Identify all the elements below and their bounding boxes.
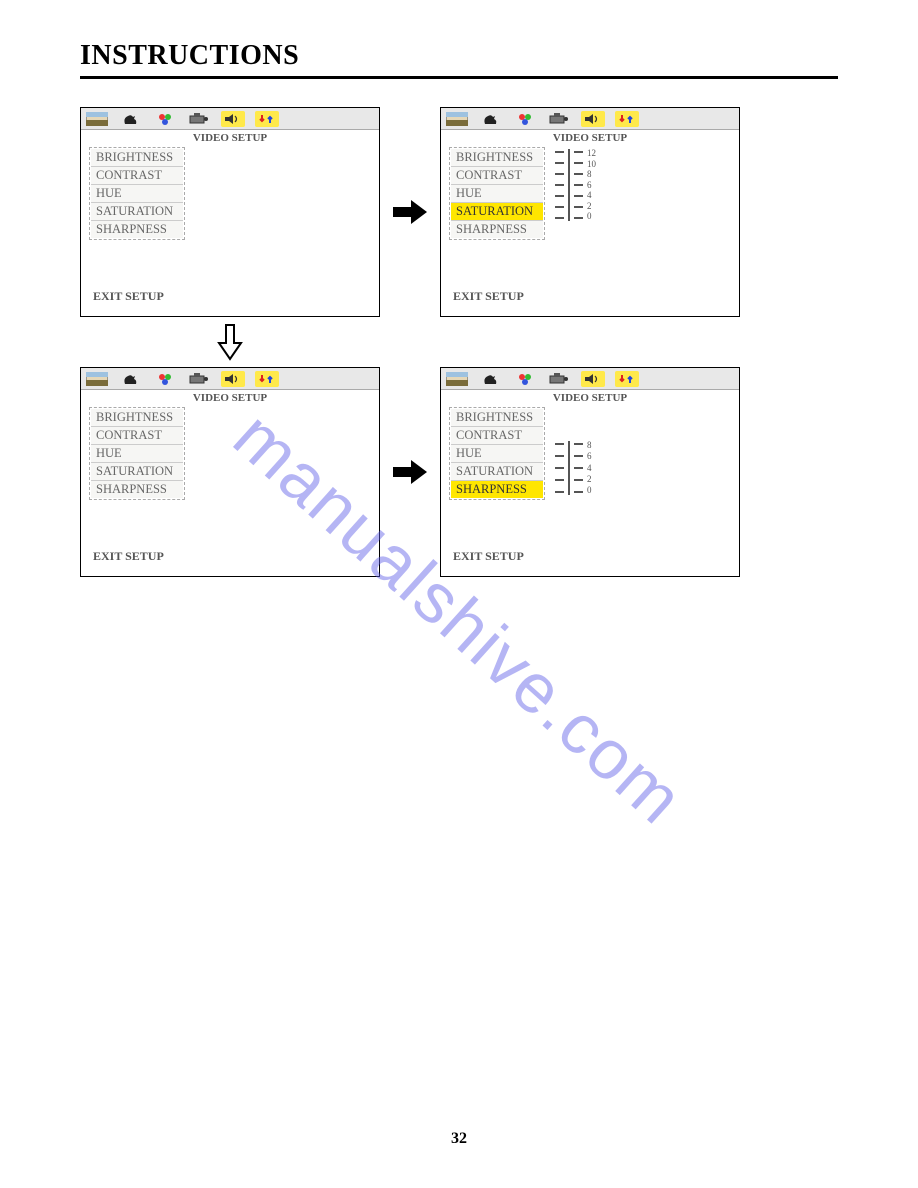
projector-icon	[547, 371, 571, 387]
speaker-icon	[221, 371, 245, 387]
menu-item-hue[interactable]: HUE	[451, 445, 543, 463]
rgb-icon	[153, 111, 177, 127]
menu-item-sharpness[interactable]: SHARPNESS	[451, 221, 543, 238]
menu-item-saturation[interactable]: SATURATION	[91, 463, 183, 481]
panel-subtitle: VIDEO SETUP	[441, 390, 739, 407]
panel-subtitle: VIDEO SETUP	[81, 130, 379, 147]
panel-top-left: VIDEO SETUP BRIGHTNESS CONTRAST HUE SATU…	[80, 107, 380, 317]
tab-row	[81, 368, 379, 390]
exit-setup-label[interactable]: EXIT SETUP	[449, 285, 731, 310]
menu-item-sharpness[interactable]: SHARPNESS	[91, 221, 183, 238]
landscape-icon	[85, 111, 109, 127]
speaker-icon	[581, 371, 605, 387]
menu-item-hue[interactable]: HUE	[451, 185, 543, 203]
scale-tick: 4	[587, 191, 596, 200]
menu-item-saturation[interactable]: SATURATION	[91, 203, 183, 221]
scale-tick: 2	[587, 475, 592, 484]
arrows-icon	[255, 111, 279, 127]
scale-tick: 4	[587, 464, 592, 473]
menu-list[interactable]: BRIGHTNESS CONTRAST HUE SATURATION SHARP…	[89, 147, 185, 240]
menu-item-contrast[interactable]: CONTRAST	[451, 427, 543, 445]
menu-item-contrast[interactable]: CONTRAST	[91, 427, 183, 445]
scale-tick: 8	[587, 170, 596, 179]
panel-bottom-left: VIDEO SETUP BRIGHTNESS CONTRAST HUE SATU…	[80, 367, 380, 577]
arrow-down-icon	[80, 321, 380, 363]
tab-row	[441, 108, 739, 130]
landscape-icon	[445, 111, 469, 127]
horse-icon	[119, 111, 143, 127]
arrows-icon	[615, 111, 639, 127]
exit-setup-label[interactable]: EXIT SETUP	[89, 285, 371, 310]
menu-item-saturation[interactable]: SATURATION	[451, 463, 543, 481]
panel-subtitle: VIDEO SETUP	[441, 130, 739, 147]
projector-icon	[187, 111, 211, 127]
menu-item-brightness[interactable]: BRIGHTNESS	[91, 149, 183, 167]
panel-top-right: VIDEO SETUP BRIGHTNESS CONTRAST HUE SATU…	[440, 107, 740, 317]
menu-item-brightness[interactable]: BRIGHTNESS	[451, 409, 543, 427]
menu-item-contrast[interactable]: CONTRAST	[91, 167, 183, 185]
rgb-icon	[153, 371, 177, 387]
projector-icon	[547, 111, 571, 127]
landscape-icon	[85, 371, 109, 387]
scale-tick: 2	[587, 202, 596, 211]
exit-setup-label[interactable]: EXIT SETUP	[89, 545, 371, 570]
horse-icon	[479, 111, 503, 127]
menu-item-brightness[interactable]: BRIGHTNESS	[451, 149, 543, 167]
menu-item-sharpness[interactable]: SHARPNESS	[91, 481, 183, 498]
page-number: 32	[0, 1130, 918, 1148]
scale-tick: 6	[587, 452, 592, 461]
scale-display: 12 10 8 6 4 2 0	[555, 149, 596, 221]
panel-bottom-right: VIDEO SETUP BRIGHTNESS CONTRAST HUE SATU…	[440, 367, 740, 577]
page-title: INSTRUCTIONS	[80, 40, 838, 79]
tab-row	[81, 108, 379, 130]
scale-display: 8 6 4 2 0	[555, 441, 592, 495]
scale-tick: 0	[587, 212, 596, 221]
arrow-right-icon	[380, 197, 440, 227]
panel-subtitle: VIDEO SETUP	[81, 390, 379, 407]
panel-grid: VIDEO SETUP BRIGHTNESS CONTRAST HUE SATU…	[80, 107, 838, 577]
tab-row	[441, 368, 739, 390]
horse-icon	[479, 371, 503, 387]
menu-list[interactable]: BRIGHTNESS CONTRAST HUE SATURATION SHARP…	[449, 147, 545, 240]
landscape-icon	[445, 371, 469, 387]
scale-tick: 12	[587, 149, 596, 158]
menu-list[interactable]: BRIGHTNESS CONTRAST HUE SATURATION SHARP…	[449, 407, 545, 500]
rgb-icon	[513, 371, 537, 387]
scale-tick: 0	[587, 486, 592, 495]
arrows-icon	[255, 371, 279, 387]
menu-item-contrast[interactable]: CONTRAST	[451, 167, 543, 185]
projector-icon	[187, 371, 211, 387]
rgb-icon	[513, 111, 537, 127]
scale-tick: 8	[587, 441, 592, 450]
speaker-icon	[221, 111, 245, 127]
menu-item-brightness[interactable]: BRIGHTNESS	[91, 409, 183, 427]
menu-item-hue[interactable]: HUE	[91, 445, 183, 463]
menu-item-saturation[interactable]: SATURATION	[451, 203, 543, 221]
arrows-icon	[615, 371, 639, 387]
menu-item-hue[interactable]: HUE	[91, 185, 183, 203]
horse-icon	[119, 371, 143, 387]
arrow-right-icon	[380, 457, 440, 487]
speaker-icon	[581, 111, 605, 127]
scale-tick: 10	[587, 160, 596, 169]
exit-setup-label[interactable]: EXIT SETUP	[449, 545, 731, 570]
scale-tick: 6	[587, 181, 596, 190]
menu-list[interactable]: BRIGHTNESS CONTRAST HUE SATURATION SHARP…	[89, 407, 185, 500]
menu-item-sharpness[interactable]: SHARPNESS	[451, 481, 543, 498]
